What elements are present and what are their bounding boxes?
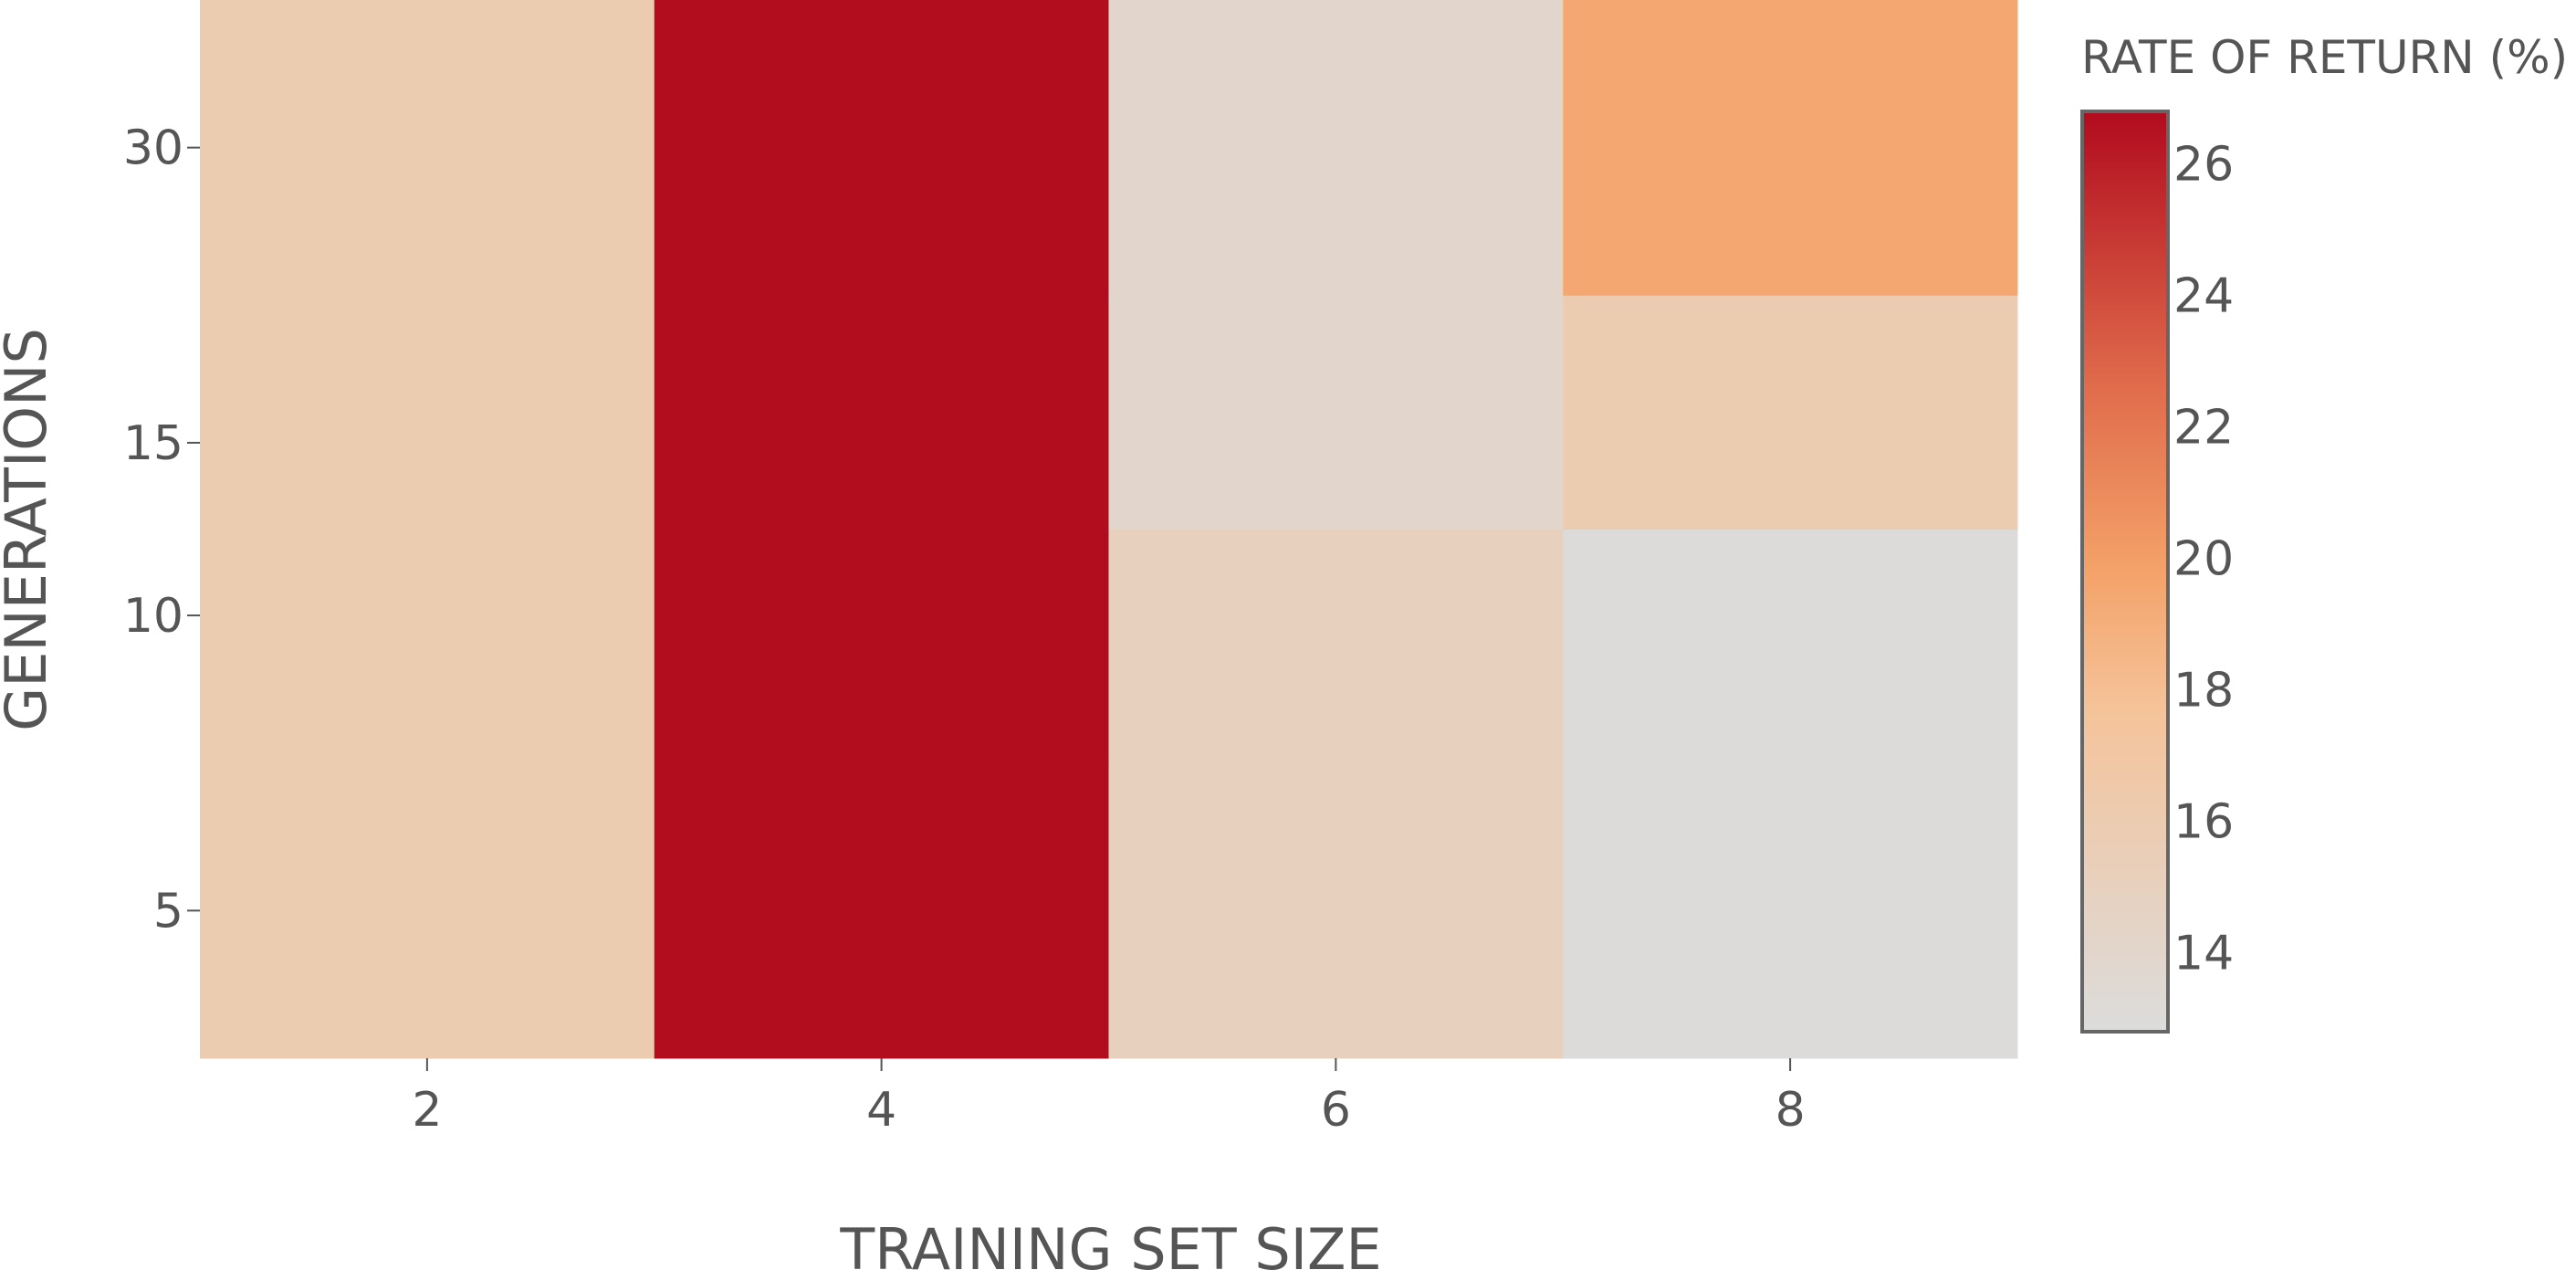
- x-tick-label: 2: [412, 1083, 442, 1138]
- heatmap-cell: [1108, 529, 1564, 764]
- y-tick-label: 5: [153, 884, 183, 939]
- x-tick-label: 4: [866, 1083, 896, 1138]
- x-axis-title: TRAINING SET SIZE: [839, 1216, 1381, 1270]
- y-axis-ticks: 5 10 15 30: [123, 121, 200, 939]
- colorbar-tick-label: 14: [2173, 927, 2234, 981]
- x-tick-label: 6: [1321, 1083, 1351, 1138]
- colorbar-title: RATE OF RETURN (%): [2081, 31, 2568, 84]
- colorbar-tick-label: 16: [2173, 795, 2234, 850]
- y-tick-label: 10: [123, 589, 183, 644]
- heatmap-cell: [1563, 295, 2018, 530]
- colorbar-tick-label: 18: [2173, 664, 2234, 719]
- heatmap-cell: [654, 0, 1109, 296]
- heatmap-cell: [200, 762, 655, 1059]
- colorbar-tick-label: 22: [2173, 401, 2234, 456]
- heatmap-cell: [200, 529, 655, 764]
- heatmap-cell: [654, 295, 1109, 530]
- heatmap-cell: [1108, 0, 1564, 296]
- heatmap-cell: [1108, 762, 1564, 1059]
- heatmap-cells: [200, 0, 2018, 1059]
- colorbar: [2080, 110, 2170, 1034]
- colorbar-tick-label: 20: [2173, 532, 2234, 587]
- heatmap-cell: [1563, 529, 2018, 764]
- y-tick-label: 30: [123, 121, 183, 176]
- heatmap-cell: [200, 0, 655, 296]
- y-tick-label: 15: [123, 416, 183, 471]
- heatmap-cell: [654, 529, 1109, 764]
- y-axis-title: GENERATIONS: [0, 328, 59, 731]
- x-axis-ticks: 2 4 6 8: [412, 1058, 1806, 1138]
- heatmap-cell: [1563, 762, 2018, 1059]
- heatmap-cell: [654, 762, 1109, 1059]
- heatmap-cell: [200, 295, 655, 530]
- colorbar-tick-label: 26: [2173, 138, 2234, 193]
- heatmap-cell: [1108, 295, 1564, 530]
- colorbar-tick-label: 24: [2173, 269, 2234, 324]
- heatmap-cell: [1563, 0, 2018, 296]
- x-tick-label: 8: [1775, 1083, 1806, 1138]
- colorbar-ticks: 14 16 18 20 22 24 26: [2173, 138, 2234, 981]
